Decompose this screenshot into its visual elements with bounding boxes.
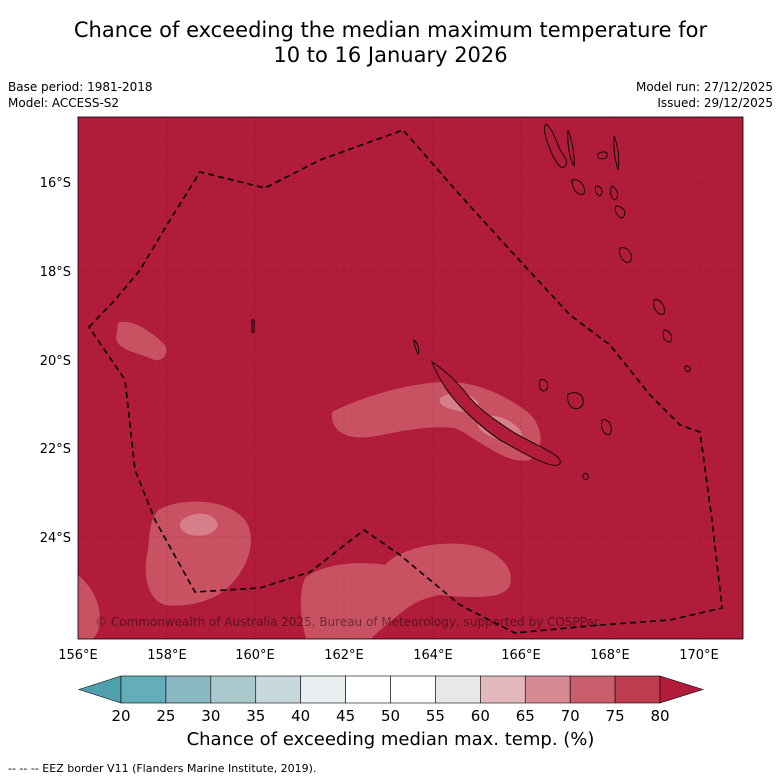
colorbar-tick-label: 70 [561,707,580,725]
colorbar-segment [120,675,167,704]
coastlines [251,123,691,481]
lon-label: 158°E [147,648,187,663]
colorbar-tick-label: 30 [201,707,220,725]
base-period: Base period: 1981-2018 [8,80,153,94]
loyalty-island [567,392,584,410]
title-line-1: Chance of exceeding the median maximum t… [73,18,708,42]
colorbar-title: Chance of exceeding median max. temp. (%… [186,729,595,750]
isle-of-pines [582,473,589,481]
colorbar-tick-label: 55 [426,707,445,725]
lat-label: 16°S [40,176,71,191]
model-name: Model: ACCESS-S2 [8,96,120,110]
colorbar-tick-label: 20 [111,707,130,725]
lat-label: 24°S [40,531,71,546]
belep-islands [413,338,420,356]
lon-label: 168°E [590,648,630,663]
probability-patch [180,513,218,536]
lon-label: 164°E [413,648,453,663]
vanuatu-island [662,329,673,343]
islet [251,319,255,333]
lon-label: 170°E [679,648,719,663]
new-caledonia [431,360,561,466]
colorbar-segment [390,675,436,704]
vanuatu-island [567,129,575,168]
loyalty-island [601,419,612,435]
vanuatu-island [594,185,603,197]
lat-label: 22°S [40,442,71,457]
colorbar-under-arrow [78,675,122,704]
meta-right: Model run: 27/12/2025 Issued: 29/12/2025 [636,79,773,111]
colorbar-segment [569,675,616,704]
colorbar-segment [524,675,571,704]
vanuatu-erromango [619,247,632,263]
vanuatu-island [610,185,619,201]
colorbar-tick-label: 75 [606,707,625,725]
vanuatu-island [653,299,665,315]
vanuatu-espiritu-santo [544,123,567,169]
longitude-labels: 156°E 158°E 160°E 162°E 164°E 166°E 168°… [58,648,719,663]
vanuatu-island [684,365,691,373]
colorbar-segment [165,675,212,704]
vanuatu-efate [614,205,626,219]
eez-footnote: -- -- -- EEZ border V11 (Flanders Marine… [8,762,317,775]
meta-left: Base period: 1981-2018 Model: ACCESS-S2 [8,79,153,111]
chart-title: Chance of exceeding the median maximum t… [0,18,781,68]
lon-label: 156°E [58,648,98,663]
copyright-notice: © Commonwealth of Australia 2025, Bureau… [95,615,600,629]
gridlines [78,117,743,639]
lat-label: 20°S [40,354,71,369]
colorbar-segment [345,675,391,704]
colorbar-tick-label: 50 [381,707,400,725]
latitude-labels: 16°S 18°S 20°S 22°S 24°S [40,176,71,546]
colorbar-over-arrow [659,675,705,704]
colorbar-tick-label: 25 [156,707,175,725]
colorbar-segment [210,675,257,704]
colorbar: 20 25 30 35 40 45 50 55 60 65 70 75 80 [78,675,705,725]
lon-label: 160°E [235,648,275,663]
colorbar-segment [614,675,661,704]
lat-label: 18°S [40,265,71,280]
colorbar-tick-label: 45 [336,707,355,725]
colorbar-segment [255,675,301,704]
colorbar-segment [435,675,481,704]
probability-patch [331,381,541,461]
colorbar-tick-label: 35 [246,707,265,725]
colorbar-segment [300,675,346,704]
vanuatu-island [613,135,620,171]
lon-label: 166°E [501,648,541,663]
lon-label: 162°E [324,648,364,663]
vanuatu-malekula [571,179,585,195]
probability-patch [78,575,100,639]
probability-patch [145,501,251,606]
colorbar-tick-label: 60 [471,707,490,725]
probability-patch [116,321,167,361]
colorbar-segment [480,675,526,704]
probability-patch [300,543,511,639]
colorbar-tick-label: 40 [291,707,310,725]
model-run: Model run: 27/12/2025 [635,80,773,94]
vanuatu-island [597,151,608,160]
map-frame [77,116,744,640]
title-line-2: 10 to 16 January 2026 [273,43,508,67]
loyalty-island [539,379,549,392]
issued-date: Issued: 29/12/2025 [657,96,773,110]
colorbar-tick-label: 80 [650,707,669,725]
colorbar-tick-label: 65 [516,707,535,725]
